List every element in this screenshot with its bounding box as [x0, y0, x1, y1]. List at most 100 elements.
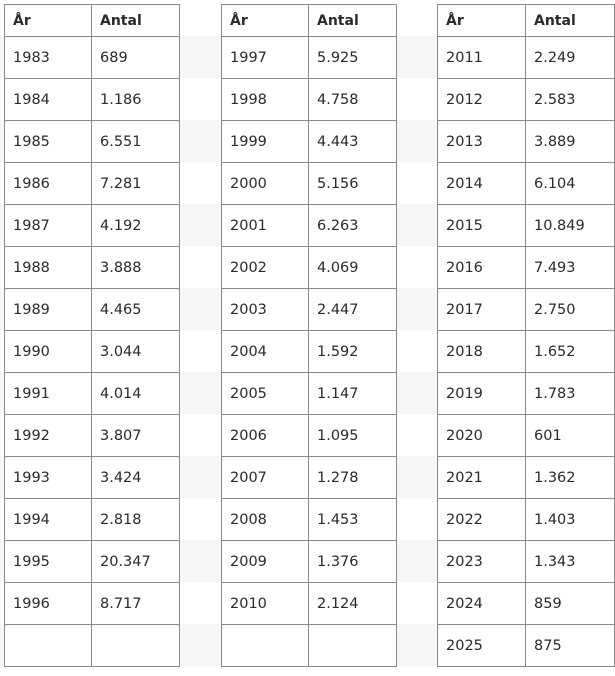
table-row: 1986 7.281: [4, 162, 180, 205]
count-cell: 3.424: [91, 456, 180, 499]
empty-cell: [4, 624, 92, 667]
count-cell: 2.750: [525, 288, 615, 331]
count-cell: 4.443: [308, 120, 397, 163]
table-row: 1997 5.925: [221, 36, 397, 79]
year-cell: 2014: [437, 162, 526, 205]
table-row: 2023 1.343: [437, 540, 615, 583]
table-row: 2014 6.104: [437, 162, 615, 205]
count-cell: 2.818: [91, 498, 180, 541]
header-cell: År: [221, 4, 309, 37]
table-row: 2018 1.652: [437, 330, 615, 373]
count-cell: 7.493: [525, 246, 615, 289]
count-cell: 4.192: [91, 204, 180, 247]
year-cell: 2021: [437, 456, 526, 499]
table-row: 2006 1.095: [221, 414, 397, 457]
table-row: 1994 2.818: [4, 498, 180, 541]
year-cell: 2025: [437, 624, 526, 667]
year-cell: 1988: [4, 246, 92, 289]
count-cell: 20.347: [91, 540, 180, 583]
year-cell: 2019: [437, 372, 526, 415]
empty-cell: [91, 624, 180, 667]
table-row: 2005 1.147: [221, 372, 397, 415]
year-cell: 2004: [221, 330, 309, 373]
count-cell: 5.156: [308, 162, 397, 205]
header-row: År Antal: [221, 4, 397, 37]
count-cell: 4.758: [308, 78, 397, 121]
table-row: 1983 689: [4, 36, 180, 79]
header-cell: År: [4, 4, 92, 37]
year-cell: 1990: [4, 330, 92, 373]
table-row: 1993 3.424: [4, 456, 180, 499]
table-row: 1990 3.044: [4, 330, 180, 373]
year-cell: 2013: [437, 120, 526, 163]
table-row: 1992 3.807: [4, 414, 180, 457]
count-cell: 6.263: [308, 204, 397, 247]
table-row: 2022 1.403: [437, 498, 615, 541]
table-row: 1995 20.347: [4, 540, 180, 583]
table-row: 2015 10.849: [437, 204, 615, 247]
year-cell: 2002: [221, 246, 309, 289]
table-row: 2013 3.889: [437, 120, 615, 163]
table-row: 1989 4.465: [4, 288, 180, 331]
year-cell: 2015: [437, 204, 526, 247]
count-cell: 2.249: [525, 36, 615, 79]
count-cell: 4.069: [308, 246, 397, 289]
table-row: 2008 1.453: [221, 498, 397, 541]
header-cell: Antal: [91, 4, 180, 37]
count-cell: 1.147: [308, 372, 397, 415]
count-cell: 3.807: [91, 414, 180, 457]
count-cell: 1.278: [308, 456, 397, 499]
table-row: 1999 4.443: [221, 120, 397, 163]
table-row: 1998 4.758: [221, 78, 397, 121]
year-cell: 2020: [437, 414, 526, 457]
table-row: 1988 3.888: [4, 246, 180, 289]
year-cell: 2024: [437, 582, 526, 625]
count-cell: 4.465: [91, 288, 180, 331]
count-cell: 1.376: [308, 540, 397, 583]
table-row: [4, 624, 180, 667]
header-row: År Antal: [437, 4, 615, 37]
table-row: 2010 2.124: [221, 582, 397, 625]
year-cell: 2003: [221, 288, 309, 331]
count-cell: 1.453: [308, 498, 397, 541]
year-cell: 2022: [437, 498, 526, 541]
count-cell: 1.362: [525, 456, 615, 499]
table-row: 1987 4.192: [4, 204, 180, 247]
table-row: 2020 601: [437, 414, 615, 457]
count-cell: 875: [525, 624, 615, 667]
header-row: År Antal: [4, 4, 180, 37]
table-row: 2025 875: [437, 624, 615, 667]
table-row: 1996 8.717: [4, 582, 180, 625]
year-cell: 1998: [221, 78, 309, 121]
table-row: 2009 1.376: [221, 540, 397, 583]
count-cell: 3.888: [91, 246, 180, 289]
year-cell: 2009: [221, 540, 309, 583]
table-row: 2011 2.249: [437, 36, 615, 79]
year-cell: 1989: [4, 288, 92, 331]
year-cell: 1999: [221, 120, 309, 163]
table-row: [221, 624, 397, 667]
year-cell: 2007: [221, 456, 309, 499]
empty-cell: [221, 624, 309, 667]
count-cell: 8.717: [91, 582, 180, 625]
year-cell: 2005: [221, 372, 309, 415]
year-cell: 2016: [437, 246, 526, 289]
count-cell: 5.925: [308, 36, 397, 79]
year-cell: 2010: [221, 582, 309, 625]
year-cell: 1987: [4, 204, 92, 247]
year-cell: 1993: [4, 456, 92, 499]
data-table: År Antal 1983 689 1984 1.186 1985 6.551 1986 7.28…: [4, 4, 180, 667]
year-cell: 1984: [4, 78, 92, 121]
year-cell: 1985: [4, 120, 92, 163]
table-row: 2017 2.750: [437, 288, 615, 331]
year-cell: 2023: [437, 540, 526, 583]
count-cell: 4.014: [91, 372, 180, 415]
year-cell: 2008: [221, 498, 309, 541]
count-cell: 2.583: [525, 78, 615, 121]
count-cell: 10.849: [525, 204, 615, 247]
count-cell: 1.403: [525, 498, 615, 541]
year-cell: 2001: [221, 204, 309, 247]
table-row: 2016 7.493: [437, 246, 615, 289]
year-cell: 1996: [4, 582, 92, 625]
table-row: 2012 2.583: [437, 78, 615, 121]
